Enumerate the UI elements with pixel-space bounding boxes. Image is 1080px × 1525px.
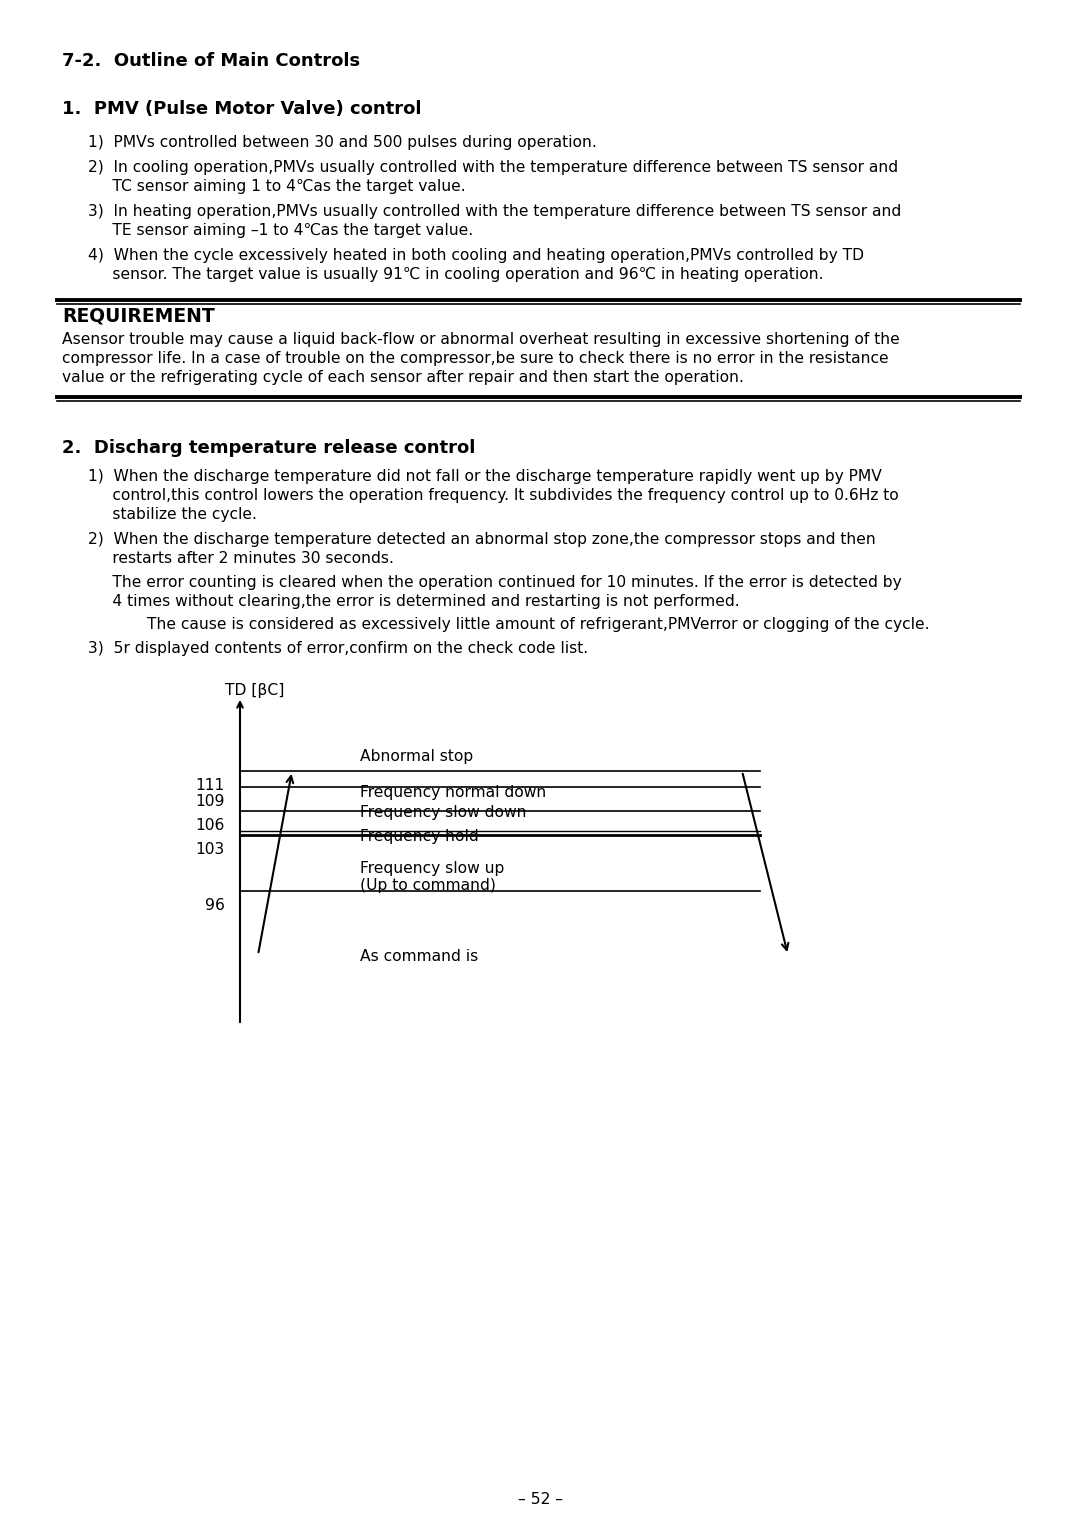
Text: TC sensor aiming 1 to 4℃as the target value.: TC sensor aiming 1 to 4℃as the target va… [87, 178, 465, 194]
Text: – 52 –: – 52 – [517, 1491, 563, 1507]
Text: 3)  5r displayed contents of error,confirm on the check code list.: 3) 5r displayed contents of error,confir… [87, 640, 589, 656]
Text: The error counting is cleared when the operation continued for 10 minutes. If th: The error counting is cleared when the o… [87, 575, 902, 590]
Text: 2.  Discharg temperature release control: 2. Discharg temperature release control [62, 439, 475, 458]
Text: Frequency slow down: Frequency slow down [360, 805, 527, 820]
Text: compressor life. In a case of trouble on the compressor,be sure to check there i: compressor life. In a case of trouble on… [62, 351, 889, 366]
Text: Frequency hold: Frequency hold [360, 830, 478, 843]
Text: 2)  In cooling operation,PMVs usually controlled with the temperature difference: 2) In cooling operation,PMVs usually con… [87, 160, 899, 175]
Text: 1)  PMVs controlled between 30 and 500 pulses during operation.: 1) PMVs controlled between 30 and 500 pu… [87, 136, 597, 149]
Text: restarts after 2 minutes 30 seconds.: restarts after 2 minutes 30 seconds. [87, 551, 394, 566]
Text: Frequency slow up: Frequency slow up [360, 862, 504, 875]
Text: 2)  When the discharge temperature detected an abnormal stop zone,the compressor: 2) When the discharge temperature detect… [87, 532, 876, 547]
Text: As command is: As command is [360, 949, 478, 964]
Text: 4)  When the cycle excessively heated in both cooling and heating operation,PMVs: 4) When the cycle excessively heated in … [87, 249, 864, 262]
Text: 1)  When the discharge temperature did not fall or the discharge temperature rap: 1) When the discharge temperature did no… [87, 470, 882, 483]
Text: value or the refrigerating cycle of each sensor after repair and then start the : value or the refrigerating cycle of each… [62, 371, 744, 384]
Text: stabilize the cycle.: stabilize the cycle. [87, 506, 257, 522]
Text: Asensor trouble may cause a liquid back-flow or abnormal overheat resulting in e: Asensor trouble may cause a liquid back-… [62, 332, 900, 348]
Text: 3)  In heating operation,PMVs usually controlled with the temperature difference: 3) In heating operation,PMVs usually con… [87, 204, 901, 220]
Text: REQUIREMENT: REQUIREMENT [62, 307, 215, 325]
Text: TD [βC]: TD [βC] [225, 683, 284, 698]
Text: 109: 109 [195, 795, 225, 808]
Text: TE sensor aiming –1 to 4℃as the target value.: TE sensor aiming –1 to 4℃as the target v… [87, 223, 473, 238]
Text: Frequency normal down: Frequency normal down [360, 785, 546, 801]
Text: sensor. The target value is usually 91℃ in cooling operation and 96℃ in heating : sensor. The target value is usually 91℃ … [87, 267, 824, 282]
Text: 4 times without clearing,the error is determined and restarting is not performed: 4 times without clearing,the error is de… [87, 595, 740, 608]
Text: Abnormal stop: Abnormal stop [360, 749, 473, 764]
Text: (Up to command): (Up to command) [360, 878, 496, 894]
Text: 111: 111 [195, 778, 225, 793]
Text: The cause is considered as excessively little amount of refrigerant,PMVerror or : The cause is considered as excessively l… [108, 618, 930, 631]
Text: 103: 103 [195, 842, 225, 857]
Text: 1.  PMV (Pulse Motor Valve) control: 1. PMV (Pulse Motor Valve) control [62, 101, 421, 117]
Text: 7-2.  Outline of Main Controls: 7-2. Outline of Main Controls [62, 52, 360, 70]
Text: 96: 96 [205, 898, 225, 913]
Text: control,this control lowers the operation frequency. It subdivides the frequency: control,this control lowers the operatio… [87, 488, 899, 503]
Text: 106: 106 [195, 817, 225, 833]
